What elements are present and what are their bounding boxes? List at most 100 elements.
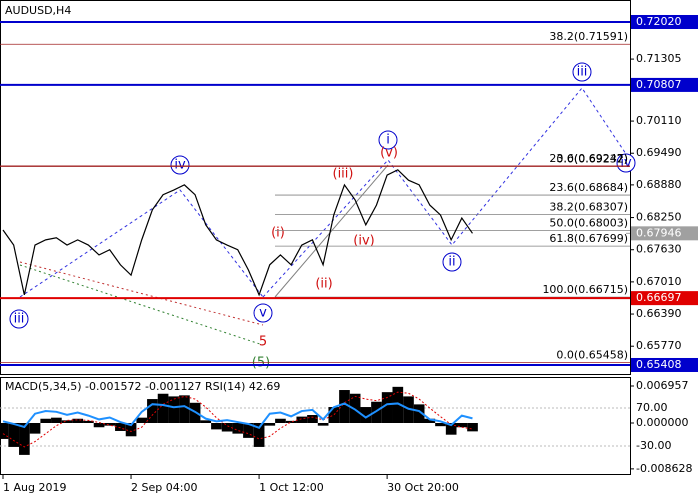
wave-label: v: [259, 306, 267, 321]
wave-circle: [170, 155, 190, 175]
macd-bar: [72, 418, 84, 423]
macd-bar: [221, 422, 233, 432]
fib-label: 23.6(0.69247): [549, 152, 628, 165]
fib-label: 50.0(0.68003): [549, 216, 628, 229]
fib-label: 61.8(0.67699): [549, 232, 628, 245]
wave-line: [19, 189, 264, 298]
macd-bar: [179, 395, 190, 423]
macd-bar: [8, 422, 20, 447]
wave-lines: [19, 87, 631, 346]
macd-bar: [211, 422, 222, 430]
wave-label: (v): [380, 146, 398, 161]
macd-bar: [157, 393, 169, 423]
wave-circle: [378, 130, 398, 150]
indicator-title: MACD(5,34,5) -0.001572 -0.001127 RSI(14)…: [5, 380, 280, 393]
macd-bar: [456, 422, 468, 428]
macd-bar: [275, 418, 286, 423]
wave-circle: [442, 252, 462, 272]
fib-label: 100.0(0.66715): [542, 283, 628, 296]
y2-tick-label: -30.00: [636, 439, 671, 452]
macd-bar: [40, 418, 52, 423]
price-label: 0.66697: [636, 291, 682, 304]
macd-bar: [371, 401, 382, 423]
macd-bar: [168, 396, 180, 423]
macd-bar: [349, 393, 361, 423]
macd-bar: [445, 422, 457, 435]
fib-label: 0.0(0.65458): [556, 348, 628, 361]
macd-bar: [435, 422, 446, 427]
wave-circle: [616, 153, 636, 173]
price-label: 0.65408: [636, 358, 682, 371]
x-tick-label: 1 Aug 2019: [3, 481, 66, 494]
chart-title: AUDUSD,H4: [5, 4, 71, 17]
price-line: [2, 169, 473, 297]
macd-bar: [253, 422, 265, 447]
wave-label: (iii): [333, 167, 354, 182]
macd-bar: [296, 416, 308, 423]
macd-bar: [93, 422, 105, 428]
y-tick-label: 0.68250: [636, 211, 682, 224]
wave-labels: iii iv v i ii iii iv (i) (ii) (iii) (iv)…: [9, 62, 636, 371]
macd-bar: [424, 418, 436, 423]
wave-label: (iv): [353, 234, 374, 249]
y-tick-label: 0.67010: [636, 275, 682, 288]
macd-bar: [61, 420, 73, 423]
rsi-line: [2, 402, 473, 429]
y-tick-label: 0.006957: [636, 379, 689, 392]
macd-bar: [392, 386, 404, 423]
wave-circle: [9, 309, 29, 329]
macd-bar: [0, 422, 9, 439]
macd-bar: [285, 420, 297, 423]
fib-base: [274, 164, 389, 298]
macd-bar: [264, 422, 276, 426]
wave-label: (i): [271, 226, 285, 241]
price-label: 0.67946: [636, 226, 682, 239]
macd-bar: [115, 422, 126, 431]
macd-bar: [104, 422, 116, 426]
wave-label: iii: [14, 312, 25, 327]
wave-label: i: [386, 133, 390, 148]
macd-bar: [317, 422, 329, 426]
y2-tick-label: 70.00: [636, 401, 668, 414]
wave-label: iii: [577, 65, 588, 80]
y-tick-label: 0.70110: [636, 114, 682, 127]
price-box: [631, 77, 698, 92]
x-tick-label: 2 Sep 04:00: [131, 481, 197, 494]
price-label: 0.72020: [636, 15, 682, 28]
channel-line: [19, 264, 264, 346]
y-tick-label: 0.000000: [636, 416, 689, 429]
y-tick-label: 0.65770: [636, 339, 682, 352]
macd-bar: [29, 422, 41, 434]
macd-bar: [83, 420, 94, 423]
macd-bar: [200, 420, 212, 423]
y-tick-label: 0.68880: [636, 178, 682, 191]
channel-line: [19, 261, 264, 326]
price-box: [631, 291, 698, 306]
price-label: 0.70807: [636, 78, 682, 91]
signal-line: [2, 391, 473, 448]
macd-bar: [51, 417, 62, 423]
wave-label: (5): [252, 356, 270, 371]
macd-bar: [232, 422, 244, 434]
fib-label: 0.0(0.69232): [556, 153, 628, 166]
y-tick-label: 0.69490: [636, 146, 682, 159]
y-tick-label: -0.008628: [636, 462, 692, 475]
wave-circle: [253, 303, 273, 323]
macd-bar: [19, 422, 30, 455]
fib-label: 38.2(0.71591): [549, 30, 628, 43]
wave-circle: [572, 62, 592, 82]
fib-label: 23.6(0.68684): [549, 181, 628, 194]
fib-label: 38.2(0.68307): [549, 201, 628, 214]
macd-bar: [147, 399, 158, 423]
macd-bar: [339, 390, 350, 423]
macd-bar: [243, 422, 254, 438]
y-tick-label: 0.71305: [636, 52, 682, 65]
price-box: [631, 357, 698, 372]
macd-bar: [328, 407, 340, 423]
y-tick-label: 0.67630: [636, 243, 682, 256]
wave-projection: [262, 87, 631, 298]
macd-bar: [467, 422, 478, 432]
macd-bar: [125, 422, 137, 437]
wave-label: ii: [448, 255, 455, 270]
